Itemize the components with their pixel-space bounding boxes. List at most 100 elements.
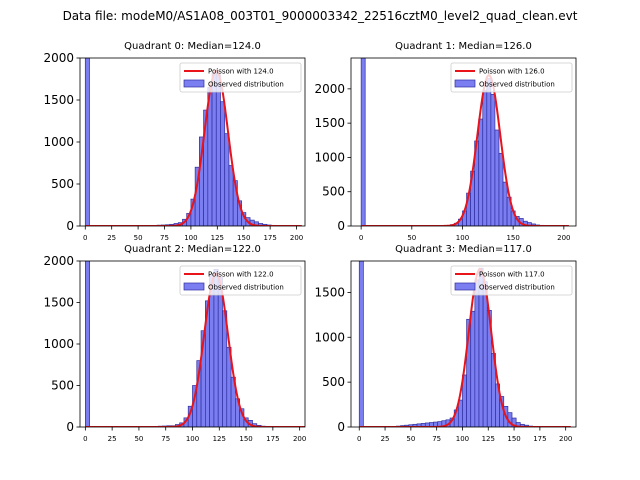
x-tick-label: 25 bbox=[381, 435, 390, 443]
y-tick-label: 2000 bbox=[43, 51, 74, 65]
quadrant-title: Quadrant 1: Median=126.0 bbox=[395, 41, 532, 52]
legend-poisson-label: Poisson with 122.0 bbox=[208, 271, 274, 279]
y-tick-label: 500 bbox=[322, 185, 345, 199]
x-tick-label: 150 bbox=[237, 234, 250, 242]
y-tick-label: 0 bbox=[337, 420, 345, 434]
x-tick-label: 175 bbox=[266, 435, 279, 443]
legend-observed-label: Observed distribution bbox=[208, 284, 284, 292]
legend: Poisson with 126.0 Observed distribution bbox=[450, 62, 573, 93]
histogram-bar bbox=[482, 281, 488, 427]
y-tick-label: 1000 bbox=[43, 135, 74, 149]
legend-box bbox=[450, 265, 573, 296]
legend-box bbox=[179, 265, 302, 296]
x-tick-label: 0 bbox=[83, 234, 87, 242]
legend: Poisson with 122.0 Observed distribution bbox=[179, 265, 302, 296]
histogram-bar bbox=[358, 261, 364, 427]
y-tick-label: 2000 bbox=[314, 82, 345, 96]
legend-bar-swatch bbox=[454, 282, 476, 291]
quadrant-2-chart: 0 25 50 75 100 125 150 175 2000500100015002000Qu… bbox=[43, 244, 306, 443]
x-tick-label: 100 bbox=[186, 435, 199, 443]
histogram-bar bbox=[215, 74, 221, 226]
legend-poisson-label: Poisson with 124.0 bbox=[208, 68, 274, 76]
y-tick-label: 2000 bbox=[43, 254, 74, 268]
legend-bar-swatch bbox=[454, 79, 476, 88]
legend-box bbox=[179, 62, 302, 93]
x-tick-label: 125 bbox=[213, 435, 226, 443]
histogram-bar bbox=[490, 93, 496, 226]
x-tick-label: 100 bbox=[184, 234, 197, 242]
legend-poisson-label: Poisson with 126.0 bbox=[479, 68, 545, 76]
histogram-bar bbox=[482, 89, 488, 226]
histogram-bar bbox=[209, 273, 215, 427]
histogram-bar bbox=[228, 165, 234, 226]
legend-observed-label: Observed distribution bbox=[208, 81, 284, 89]
quadrant-3-plot-area bbox=[358, 261, 571, 427]
y-tick-label: 1000 bbox=[43, 337, 74, 351]
x-tick-label: 25 bbox=[107, 234, 116, 242]
x-tick-label: 0 bbox=[83, 435, 87, 443]
y-tick-label: 0 bbox=[66, 219, 74, 233]
y-tick-label: 500 bbox=[51, 379, 74, 393]
y-tick-label: 1500 bbox=[43, 296, 74, 310]
x-tick-label: 0 bbox=[357, 435, 361, 443]
x-tick-label: 150 bbox=[507, 435, 520, 443]
poisson-curve bbox=[361, 73, 569, 226]
histogram-bar bbox=[220, 101, 226, 226]
quadrant-title: Quadrant 2: Median=122.0 bbox=[124, 244, 261, 255]
y-tick-label: 1500 bbox=[314, 116, 345, 130]
y-tick-label: 0 bbox=[337, 219, 345, 233]
y-tick-label: 1500 bbox=[43, 93, 74, 107]
x-tick-label: 75 bbox=[160, 234, 169, 242]
x-tick-label: 125 bbox=[482, 435, 495, 443]
histogram-bar bbox=[478, 118, 484, 226]
x-tick-label: 100 bbox=[456, 435, 469, 443]
x-tick-label: 125 bbox=[211, 234, 224, 242]
legend-observed-label: Observed distribution bbox=[479, 284, 555, 292]
y-tick-label: 1000 bbox=[314, 150, 345, 164]
x-tick-label: 100 bbox=[456, 234, 469, 242]
y-tick-label: 0 bbox=[66, 420, 74, 434]
legend: Poisson with 124.0 Observed distribution bbox=[179, 62, 302, 93]
quadrant-0-chart: 0 25 50 75 100 125 150 175 2000500100015002000Qu… bbox=[43, 41, 306, 242]
y-tick-label: 1500 bbox=[314, 285, 345, 299]
y-tick-label: 500 bbox=[322, 375, 345, 389]
figure-suptitle: Data file: modeM0/AS1A08_003T01_90000033… bbox=[63, 9, 578, 23]
x-tick-label: 75 bbox=[161, 435, 170, 443]
histogram-bar bbox=[84, 58, 90, 226]
x-tick-label: 200 bbox=[290, 234, 303, 242]
x-tick-label: 200 bbox=[293, 435, 306, 443]
histogram-bar bbox=[211, 72, 217, 226]
histogram-bar bbox=[217, 277, 223, 427]
legend-bar-swatch bbox=[183, 79, 205, 88]
x-tick-label: 175 bbox=[263, 234, 276, 242]
axes-frame bbox=[350, 260, 577, 428]
histogram-bar bbox=[486, 78, 492, 226]
x-tick-label: 175 bbox=[533, 435, 546, 443]
poisson-curve bbox=[359, 267, 571, 427]
histogram-bar bbox=[85, 261, 90, 427]
y-tick-label: 1000 bbox=[314, 330, 345, 344]
legend-poisson-label: Poisson with 117.0 bbox=[479, 271, 545, 279]
x-tick-label: 50 bbox=[406, 435, 415, 443]
x-tick-label: 25 bbox=[108, 435, 117, 443]
x-tick-label: 150 bbox=[506, 234, 519, 242]
x-tick-label: 0 bbox=[359, 234, 363, 242]
legend: Poisson with 117.0 Observed distribution bbox=[450, 265, 573, 296]
x-tick-label: 200 bbox=[557, 234, 570, 242]
x-tick-label: 50 bbox=[134, 234, 143, 242]
histogram-bar bbox=[474, 279, 480, 427]
x-tick-label: 50 bbox=[134, 435, 143, 443]
histogram-bar bbox=[502, 181, 508, 226]
histogram-bar bbox=[498, 152, 504, 226]
legend-bar-swatch bbox=[183, 282, 205, 291]
histogram-bar bbox=[224, 133, 230, 226]
axes-frame bbox=[350, 57, 577, 227]
y-tick-label: 500 bbox=[51, 177, 74, 191]
poisson-curve bbox=[85, 69, 302, 226]
x-tick-label: 50 bbox=[407, 234, 416, 242]
quadrant-title: Quadrant 3: Median=117.0 bbox=[395, 244, 532, 255]
x-tick-label: 200 bbox=[559, 435, 572, 443]
histogram-bar bbox=[360, 58, 366, 226]
